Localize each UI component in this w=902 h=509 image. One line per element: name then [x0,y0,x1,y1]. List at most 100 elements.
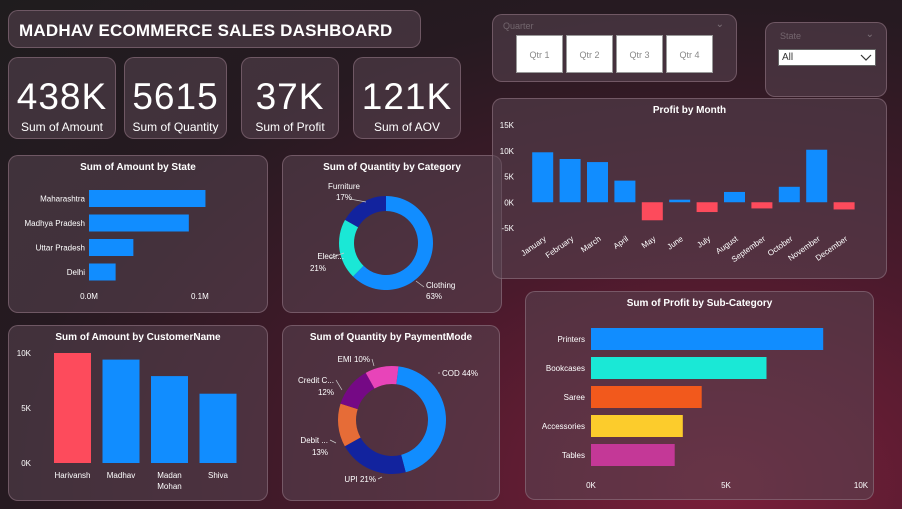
quantity-by-payment-panel: Sum of Quantity by PaymentMode COD 44% UP… [282,325,500,501]
qtr-1-button[interactable]: Qtr 1 [516,35,563,73]
month-ytick-2: 5K [504,173,514,182]
payment-label-0: COD 44% [442,369,478,378]
month-xlabel-5: June [665,234,685,252]
state-dropdown-value: All [782,52,794,63]
subcat-bar-3 [591,415,683,437]
subcat-label-3: Accessories [542,422,585,431]
payment-label-1: UPI 21% [344,475,376,484]
category-slice-0 [353,196,433,290]
customer-bar-0 [54,353,91,463]
state-label-0: Maharashtra [40,195,85,204]
kpi-label-profit: Sum of Profit [255,120,325,134]
profit-by-subcategory-panel: Sum of Profit by Sub-Category Printers Bo… [525,291,874,500]
payment-slice-4 [365,366,399,389]
quarter-slicer-label: Quarter [503,21,534,31]
payment-slice-2 [338,403,361,447]
chevron-down-icon[interactable]: ⌄ [715,19,724,30]
subcat-label-4: Tables [562,451,585,460]
amount-by-state-chart: Maharashtra Madhya Pradesh Uttar Pradesh De… [25,190,209,301]
month-bar-5 [669,199,691,203]
state-slicer-label: State [780,31,802,41]
quantity-by-category-chart: Clothing 63% Electr... 21% Furniture 17% [310,182,455,301]
payment-leader-4 [371,358,375,367]
payment-label-2: Debit ... [300,436,328,445]
customer-xlabel-2-1: Mohan [157,482,181,491]
state-label-2: Uttar Pradesh [36,244,85,253]
amount-by-customer-panel: Sum of Amount by CustomerName 10K 5K 0K Har… [8,325,268,501]
amount-by-state-panel: Sum of Amount by State Maharashtra Madhya… [8,155,268,313]
kpi-card-profit: 37K Sum of Profit [241,57,339,139]
payment-leader-2 [329,439,337,444]
customer-ytick-1: 5K [21,404,31,413]
month-xlabel-3: April [612,234,630,251]
month-bar-11 [833,202,855,210]
state-xtick-0: 0.0M [80,292,98,301]
customer-ytick-2: 0K [21,459,31,468]
state-bar-3 [89,263,116,281]
category-pct-0: 63% [426,292,442,301]
month-bar-9 [778,186,800,203]
amount-by-customer-chart: 10K 5K 0K Harivansh Madhav Madan Mohan Shiva [17,349,237,491]
kpi-label-amount: Sum of Amount [20,120,104,134]
month-ytick-0: 15K [500,121,515,130]
customer-xlabel-3-0: Shiva [208,471,229,480]
chevron-down-icon[interactable]: ⌄ [865,29,874,40]
category-label-0: Clothing [426,281,455,290]
month-bar-3 [614,180,636,203]
month-bar-10 [806,149,828,203]
category-slice-2 [345,196,386,228]
kpi-value-aov: 121K [361,76,453,117]
kpi-card-quantity: 5615 Sum of Quantity [124,57,227,139]
kpi-card-aov: 121K Sum of AOV [353,57,461,139]
state-label-1: Madhya Pradesh [25,219,85,228]
category-label-2: Furniture [328,182,361,191]
category-pct-1: 21% [310,264,326,273]
amount-by-state-title: Sum of Amount by State [80,162,196,173]
kpi-card-amount: 438K Sum of Amount [8,57,116,139]
subcat-xtick-0: 0K [586,481,596,490]
qtr-4-button[interactable]: Qtr 4 [666,35,713,73]
subcat-bar-2 [591,386,702,408]
kpi-value-quantity: 5615 [132,76,219,117]
quantity-by-payment-chart: COD 44% UPI 21% Debit ... Credit C... EMI 10… [298,355,478,484]
state-dropdown[interactable]: All [778,49,876,66]
payment-leader-3 [335,379,343,391]
customer-xlabel-2-0: Madan [157,471,181,480]
month-bar-8 [751,202,773,209]
state-slicer: State ⌄ All [765,22,887,97]
state-xtick-1: 0.1M [191,292,209,301]
qtr-3-button[interactable]: Qtr 3 [616,35,663,73]
payment-label-4: EMI 10% [338,355,370,364]
category-leader-1 [329,252,345,259]
month-bar-6 [696,202,718,213]
payment-pct-3: 12% [318,388,334,397]
month-bar-0 [532,152,554,203]
subcat-xtick-2: 10K [854,481,869,490]
profit-by-month-panel: Profit by Month 15K 10K 5K 0K -5K January Febr… [492,98,887,279]
month-bar-1 [559,158,581,203]
month-xlabel-6: July [695,234,712,250]
chevron-down-icon [860,54,872,61]
customer-bar-3 [199,393,237,463]
kpi-label-quantity: Sum of Quantity [132,120,219,134]
month-xlabel-2: March [579,234,602,254]
state-bar-1 [89,214,189,232]
month-bar-4 [641,202,663,221]
qtr-2-button[interactable]: Qtr 2 [566,35,613,73]
category-leader-0 [415,280,425,288]
title-card: MADHAV ECOMMERCE SALES DASHBOARD [8,10,421,48]
month-ytick-3: 0K [504,198,514,207]
subcat-xtick-1: 5K [721,481,731,490]
month-ytick-4: -5K [502,224,515,233]
payment-leader-1 [377,476,383,480]
month-xlabel-4: May [640,234,658,250]
payment-slice-0 [396,366,446,473]
customer-bar-2 [151,376,188,463]
subcat-label-0: Printers [557,335,585,344]
profit-by-subcategory-title: Sum of Profit by Sub-Category [626,298,773,309]
category-label-1: Electr... [317,252,344,261]
kpi-label-aov: Sum of AOV [373,120,441,134]
customer-ytick-0: 10K [17,349,32,358]
